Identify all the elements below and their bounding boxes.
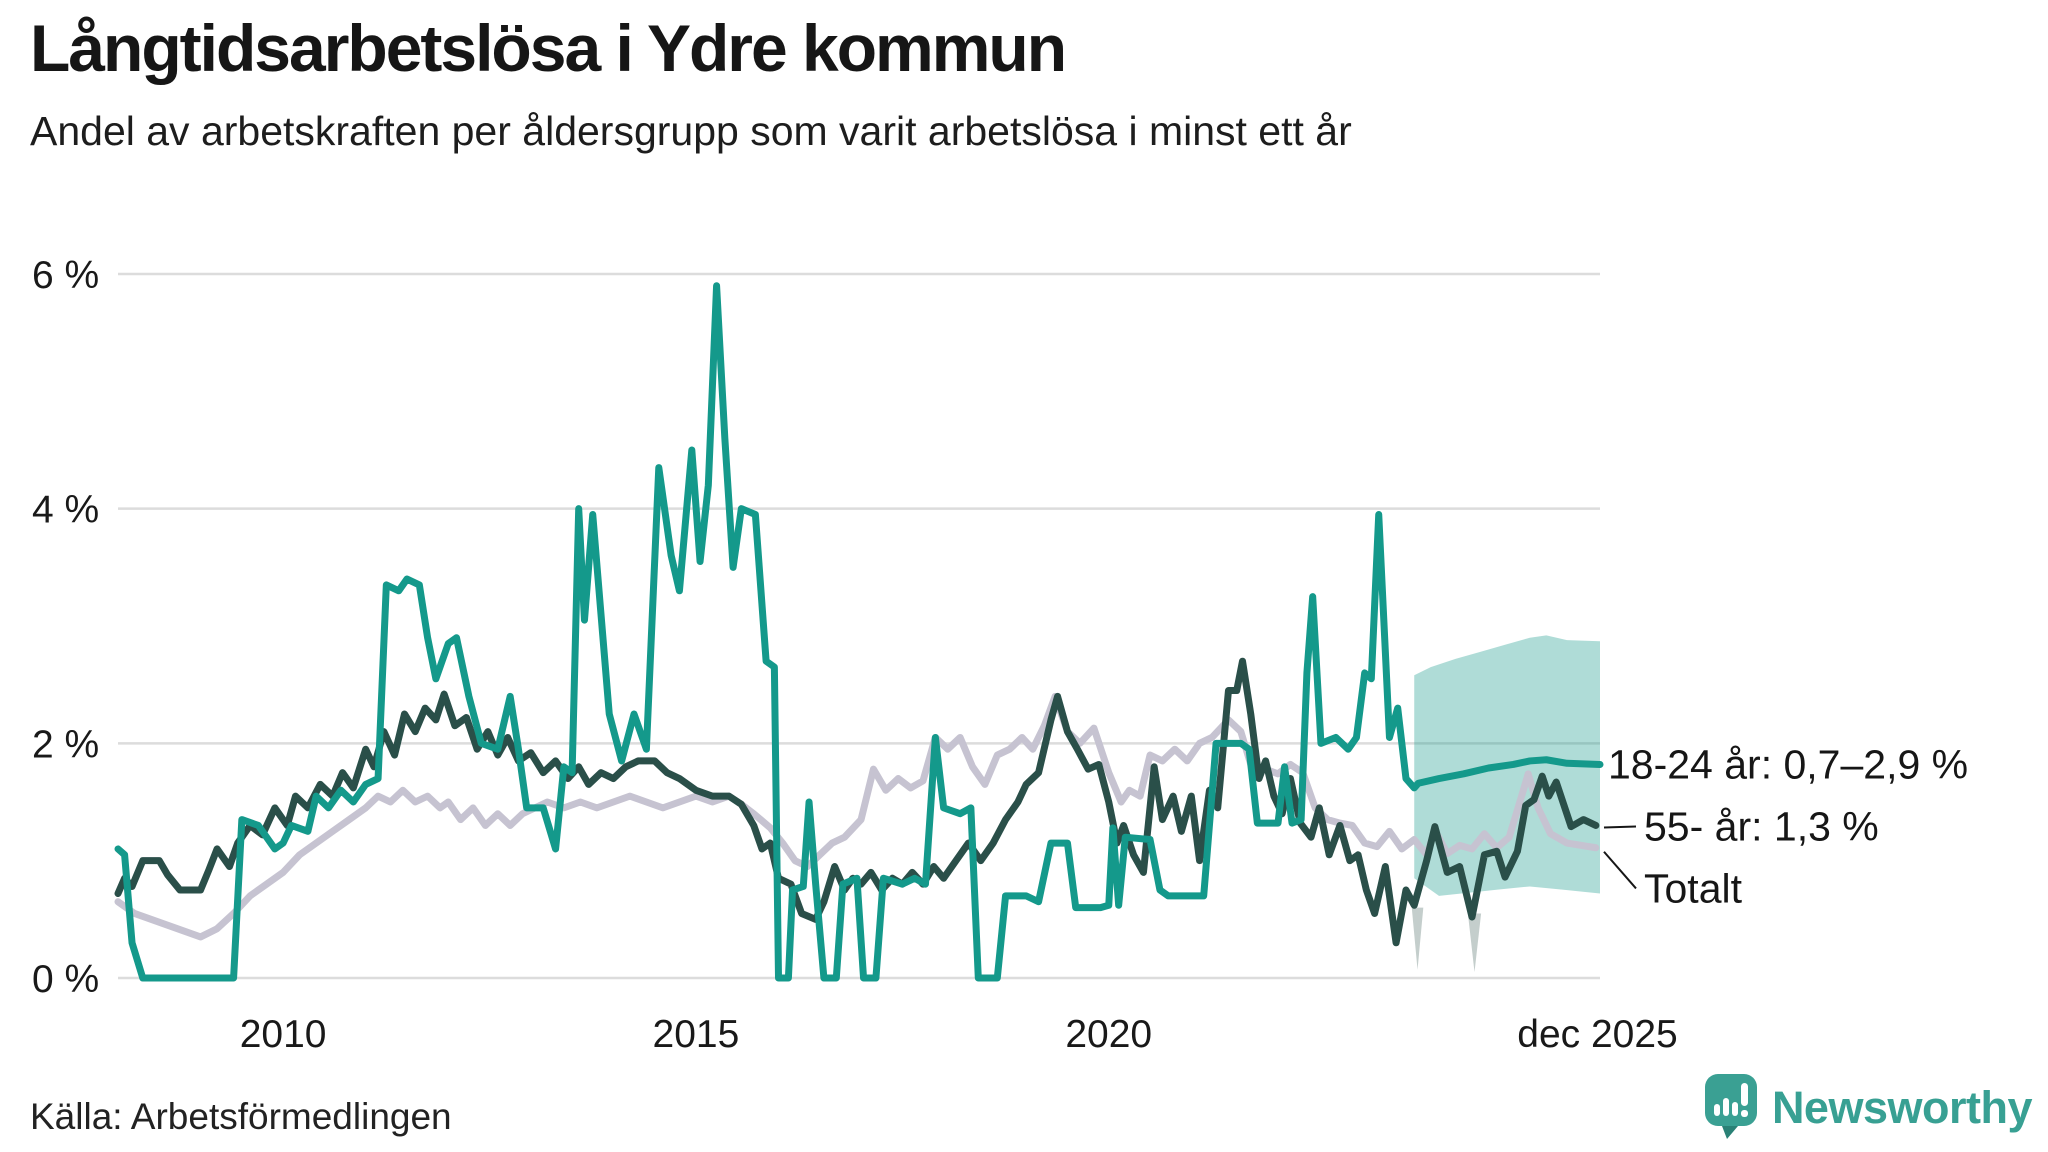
series-end-label-totalt: Totalt: [1644, 865, 1743, 911]
source-note: Källa: Arbetsförmedlingen: [30, 1096, 452, 1137]
y-tick-label: 4 %: [32, 489, 99, 532]
series-line-totalt: [114, 692, 1600, 941]
chart-subtitle: Andel av arbetskraften per åldersgrupp s…: [30, 108, 1352, 154]
y-tick-label: 0 %: [32, 958, 99, 1001]
series-line-18-24-r: [114, 282, 1604, 982]
label-connector: [1603, 825, 1637, 829]
y-tick-label: 6 %: [32, 254, 99, 297]
newsworthy-wordmark: Newsworthy: [1771, 1082, 2033, 1133]
x-tick-label: 2015: [653, 1013, 740, 1056]
newsworthy-bar-chart-icon: [1704, 1074, 1757, 1139]
series-end-label-55-r: 55- år: 1,3 %: [1644, 803, 1879, 849]
x-tick-label: 2010: [240, 1013, 327, 1056]
series-end-label-18-24-r: 18-24 år: 0,7–2,9 %: [1608, 741, 1968, 787]
x-tick-label: dec 2025: [1517, 1013, 1677, 1056]
newsworthy-logo[interactable]: Newsworthy: [1702, 1072, 2033, 1144]
page-title: Långtidsarbetslösa i Ydre kommun: [30, 11, 1067, 85]
label-connector: [1603, 851, 1637, 890]
y-tick-label: 2 %: [32, 723, 99, 766]
forecast-band-notch: [1467, 913, 1482, 973]
forecast-band-notch: [1411, 907, 1424, 970]
x-tick-label: 2020: [1065, 1013, 1152, 1056]
